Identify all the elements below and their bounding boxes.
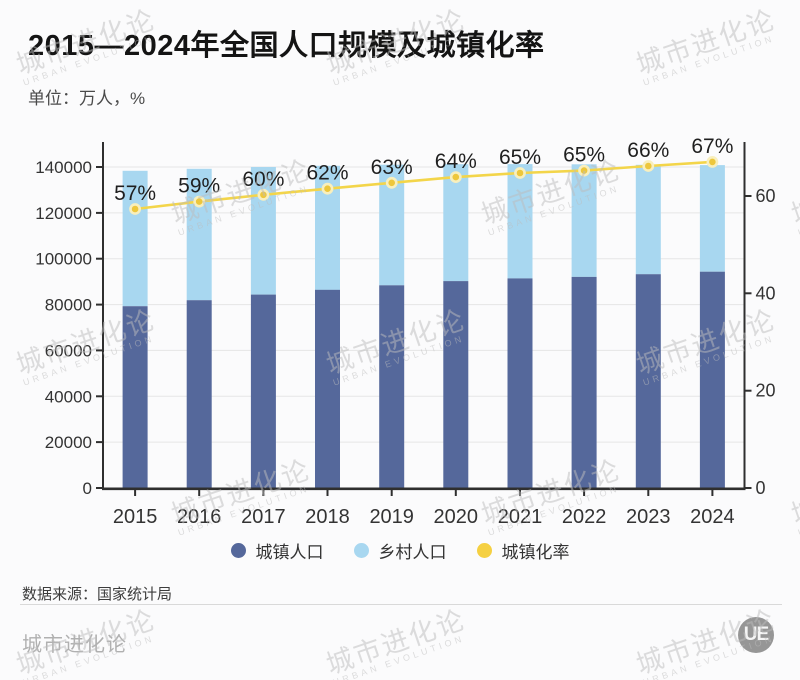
ue-logo-text: UE	[743, 624, 769, 645]
rate-point-2017	[257, 188, 270, 201]
y-left-tick-label-0: 0	[83, 479, 92, 498]
bar-urban-2021	[507, 278, 533, 488]
rate-point-2015	[129, 203, 141, 215]
urban-population-swatch-icon	[230, 543, 246, 558]
urbanization-rate-line	[134, 160, 713, 211]
bar-urban-2024	[699, 271, 725, 488]
x-tick-label-2022: 2022	[562, 506, 607, 528]
bar-rural-2015	[122, 170, 148, 307]
bar-rural-2017	[250, 167, 276, 295]
rate-point-label-2024: 67%	[691, 135, 733, 158]
rate-point-label-2015: 57%	[114, 182, 156, 205]
rate-point-2023	[642, 160, 655, 172]
bar-urban-2016	[186, 300, 212, 488]
rate-point-label-2019: 63%	[371, 156, 413, 179]
bar-urban-2019	[379, 285, 405, 488]
bar-rural-2020	[443, 164, 469, 282]
footer-divider	[20, 604, 782, 605]
y-left-tick-label-100000: 100000	[35, 250, 92, 269]
y-left-tick-label-120000: 120000	[35, 204, 92, 223]
rate-point-2022	[578, 164, 590, 177]
legend-label: 乡村人口	[378, 543, 447, 562]
y-right-tick-label-20: 20	[756, 381, 776, 401]
legend-label: 城镇化率	[501, 543, 570, 562]
rate-point-label-2022: 65%	[563, 144, 605, 167]
bar-rural-2022	[571, 164, 597, 277]
legend: 城镇人口 乡村人口 城镇化率	[0, 538, 800, 563]
data-source-note: 数据来源：国家统计局	[22, 586, 173, 603]
rate-point-2020	[449, 171, 462, 183]
bar-rural-2021	[507, 164, 533, 279]
rate-point-label-2018: 62%	[306, 162, 348, 185]
urbanization-rate-swatch-icon	[476, 543, 492, 558]
rate-point-label-2021: 65%	[499, 146, 541, 169]
bar-rural-2024	[699, 165, 725, 272]
bar-rural-2023	[635, 164, 661, 275]
rate-point-label-2016: 59%	[178, 175, 220, 198]
rate-point-label-2020: 64%	[435, 150, 477, 173]
rate-point-2018	[321, 182, 334, 195]
x-tick-label-2019: 2019	[369, 506, 414, 528]
brand-name: 城市进化论	[22, 634, 127, 656]
y-right-tick-label-40: 40	[756, 283, 776, 303]
x-tick-label-2020: 2020	[434, 506, 479, 528]
y-right-tick-label-0: 0	[756, 478, 766, 498]
rural-population-swatch-icon	[353, 543, 369, 558]
bar-rural-2016	[186, 168, 212, 301]
bar-urban-2020	[443, 281, 469, 488]
bar-urban-2023	[635, 274, 661, 488]
y-right-tick-label-60: 60	[756, 186, 776, 206]
x-tick-label-2024: 2024	[690, 506, 735, 528]
rate-point-2024	[706, 155, 719, 168]
rate-point-2021	[514, 167, 526, 179]
rate-point-label-2023: 66%	[627, 139, 669, 162]
bar-urban-2018	[315, 289, 340, 488]
x-tick-label-2015: 2015	[113, 506, 158, 528]
y-left-tick-label-60000: 60000	[45, 341, 92, 360]
legend-label: 城镇人口	[255, 543, 324, 562]
x-tick-label-2016: 2016	[177, 506, 222, 528]
y-left-tick-label-140000: 140000	[35, 158, 92, 177]
units-label: 单位：万人，%	[28, 89, 146, 108]
legend-item-urban-population: 城镇人口	[230, 538, 324, 563]
bar-urban-2017	[250, 294, 276, 488]
rate-point-2019	[385, 176, 398, 189]
ue-logo: UE	[738, 617, 774, 653]
bar-urban-2022	[571, 276, 597, 488]
x-tick-label-2023: 2023	[626, 506, 671, 528]
y-left-tick-label-40000: 40000	[45, 387, 92, 406]
rate-point-label-2017: 60%	[242, 168, 284, 191]
x-tick-label-2017: 2017	[241, 506, 286, 528]
y-left-tick-label-80000: 80000	[45, 296, 92, 315]
x-tick-label-2018: 2018	[305, 506, 350, 528]
bar-urban-2015	[122, 306, 148, 488]
x-tick-label-2021: 2021	[498, 506, 543, 528]
page-title: 2015—2024年全国人口规模及城镇化率	[28, 30, 545, 62]
y-left-tick-label-20000: 20000	[45, 433, 92, 452]
rate-point-2016	[193, 195, 206, 208]
legend-item-rural-population: 乡村人口	[353, 538, 447, 563]
legend-item-urbanization-rate: 城镇化率	[476, 538, 570, 563]
